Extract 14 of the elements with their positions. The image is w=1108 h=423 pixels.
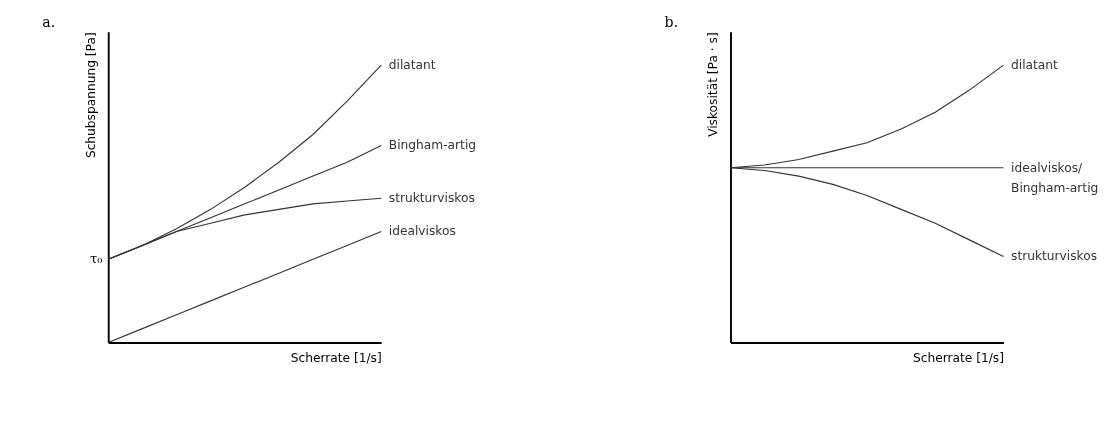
series-label: dilatant (388, 57, 436, 72)
series-label: Bingham-artig (388, 138, 477, 153)
series-label: strukturviskos (388, 191, 475, 206)
y-axis-title: Schubspannung [Pa] (83, 32, 98, 159)
series-label: dilatant (1011, 57, 1059, 72)
series-label: strukturviskos (1011, 249, 1098, 264)
x-axis-title: Scherrate [1/s] (290, 350, 382, 365)
chart-title: a. (42, 14, 56, 31)
x-axis-title: Scherrate [1/s] (912, 350, 1004, 365)
text: τ₀ (90, 251, 103, 267)
y-axis-title: Viskosität [Pa · s] (705, 32, 720, 137)
chart-title: b. (664, 14, 679, 31)
series-label: idealviskos (388, 224, 456, 239)
series-label: idealviskos/ Bingham-artig (1011, 160, 1099, 196)
